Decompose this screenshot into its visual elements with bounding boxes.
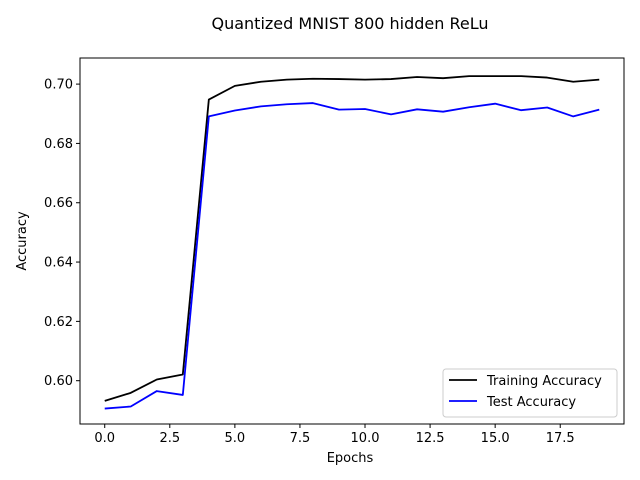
series-layer (104, 75, 600, 410)
x-axis-label: Epochs (327, 451, 374, 466)
y-tick-label: 0.66 (44, 196, 73, 211)
x-tick-label: 15.0 (481, 431, 510, 446)
x-tick-label: 7.5 (290, 431, 311, 446)
series-line-test-accuracy (104, 102, 600, 410)
y-tick-label: 0.62 (44, 315, 73, 330)
chart-title: Quantized MNIST 800 hidden ReLu (212, 14, 489, 33)
legend: Training Accuracy Test Accuracy (442, 368, 618, 418)
y-axis: 0.60 0.62 0.64 0.66 0.68 0.70 (44, 78, 80, 389)
x-axis: 0.0 2.5 5.0 7.5 10.0 12.5 15.0 17.5 (94, 424, 575, 446)
y-tick-label: 0.64 (44, 256, 73, 271)
plot-area: 0.0 2.5 5.0 7.5 10.0 12.5 15.0 17.5 0.600.620.6… (44, 57, 625, 446)
y-tick-label: 0.60 (44, 374, 73, 389)
x-tick-label: 12.5 (416, 431, 445, 446)
series-line-training-accuracy (104, 75, 600, 402)
x-tick-label: 10.0 (351, 431, 380, 446)
plot-frame (79, 57, 625, 425)
legend-box (442, 368, 618, 418)
x-tick-label: 0.0 (94, 431, 115, 446)
y-tick-label: 0.70 (44, 78, 73, 93)
legend-label-training-accuracy: Training Accuracy (486, 374, 602, 389)
x-tick-label: 5.0 (225, 431, 246, 446)
x-tick-label: 17.5 (546, 431, 575, 446)
y-axis-label: Accuracy (15, 211, 30, 271)
y-tick-label: 0.68 (44, 137, 73, 152)
legend-label-test-accuracy: Test Accuracy (486, 395, 576, 410)
x-tick-label: 2.5 (159, 431, 180, 446)
